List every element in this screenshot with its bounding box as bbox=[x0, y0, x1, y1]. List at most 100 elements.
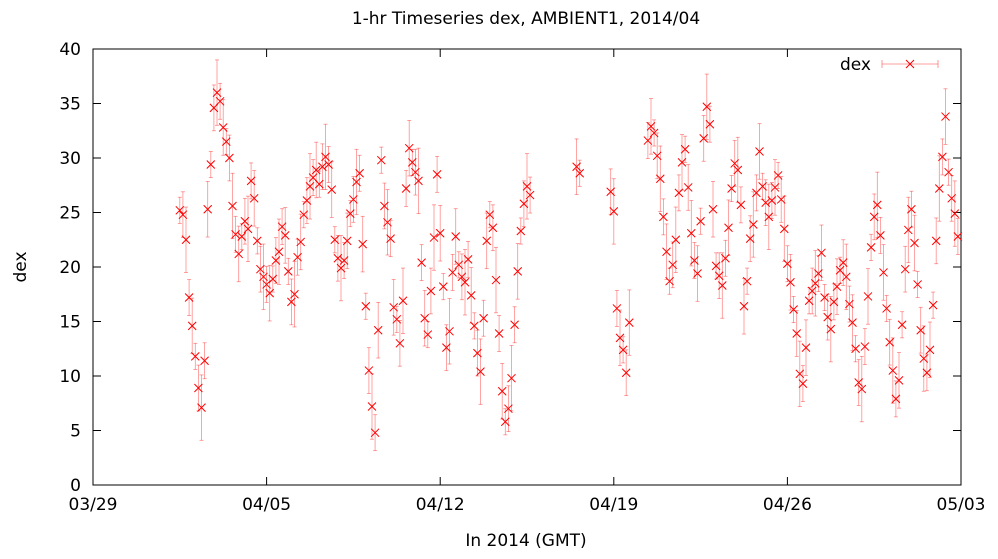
data-point bbox=[683, 164, 693, 211]
x-marker-stroke bbox=[358, 239, 368, 249]
x-marker bbox=[897, 320, 907, 330]
x-marker bbox=[838, 258, 848, 267]
x-marker-stroke bbox=[432, 169, 442, 179]
x-marker bbox=[435, 228, 445, 238]
x-marker-stroke bbox=[203, 204, 213, 214]
x-marker-stroke bbox=[711, 261, 721, 271]
data-point bbox=[302, 177, 312, 224]
x-marker bbox=[767, 196, 777, 205]
x-marker bbox=[845, 299, 854, 309]
legend-marker-stroke bbox=[905, 59, 915, 69]
x-marker bbox=[677, 158, 687, 167]
data-point bbox=[389, 279, 399, 336]
x-marker bbox=[342, 236, 352, 246]
data-point bbox=[448, 254, 457, 291]
x-marker-stroke bbox=[376, 155, 386, 165]
x-marker bbox=[321, 152, 330, 162]
x-marker-stroke bbox=[321, 152, 330, 162]
x-marker-stroke bbox=[662, 247, 671, 257]
x-marker-stroke bbox=[352, 177, 361, 187]
x-marker-stroke bbox=[659, 212, 668, 222]
data-point bbox=[900, 245, 910, 293]
x-marker-stroke bbox=[435, 228, 445, 238]
x-marker-stroke bbox=[854, 378, 864, 387]
data-point bbox=[646, 98, 656, 155]
y-tick-label: 30 bbox=[59, 149, 81, 169]
x-marker-stroke bbox=[941, 112, 950, 121]
x-marker-stroke bbox=[268, 274, 278, 284]
x-marker bbox=[296, 237, 306, 247]
x-marker bbox=[690, 256, 699, 265]
data-point bbox=[318, 143, 327, 191]
x-marker bbox=[789, 305, 798, 314]
x-marker bbox=[683, 183, 693, 192]
x-marker bbox=[655, 174, 665, 184]
x-marker bbox=[944, 167, 953, 177]
x-marker bbox=[401, 184, 411, 193]
x-marker-stroke bbox=[451, 232, 461, 241]
x-marker bbox=[910, 238, 919, 248]
x-marker-stroke bbox=[885, 337, 895, 347]
x-marker-stroke bbox=[345, 209, 355, 218]
data-point bbox=[361, 292, 371, 320]
x-marker-stroke bbox=[652, 151, 662, 161]
data-point bbox=[426, 267, 436, 315]
x-marker-stroke bbox=[423, 330, 433, 339]
x-marker bbox=[612, 304, 622, 313]
data-point bbox=[184, 279, 194, 316]
x-marker bbox=[680, 144, 690, 154]
data-point bbox=[690, 242, 699, 279]
x-marker-stroke bbox=[655, 174, 665, 184]
legend-label-dex: dex bbox=[840, 55, 871, 75]
data-point bbox=[259, 243, 268, 310]
x-marker bbox=[730, 159, 740, 168]
data-point bbox=[686, 200, 696, 267]
x-marker-stroke bbox=[510, 320, 519, 330]
x-marker-stroke bbox=[733, 165, 743, 175]
x-marker bbox=[175, 205, 185, 215]
x-marker bbox=[181, 235, 191, 245]
data-point bbox=[463, 240, 473, 278]
x-marker-stroke bbox=[758, 181, 767, 191]
x-marker bbox=[448, 268, 457, 277]
data-point bbox=[866, 233, 876, 261]
x-marker-stroke bbox=[891, 394, 901, 404]
data-point bbox=[919, 325, 929, 392]
data-point bbox=[748, 191, 758, 258]
data-point bbox=[655, 145, 665, 212]
x-marker bbox=[265, 288, 275, 298]
x-marker bbox=[748, 220, 758, 229]
data-point bbox=[355, 154, 364, 192]
x-marker-stroke bbox=[764, 212, 774, 222]
x-marker bbox=[606, 187, 616, 197]
x-marker-stroke bbox=[349, 195, 358, 204]
x-marker-stroke bbox=[897, 320, 907, 330]
x-marker-stroke bbox=[181, 235, 191, 245]
data-point bbox=[941, 88, 950, 145]
x-marker-stroke bbox=[848, 318, 857, 327]
x-marker-stroke bbox=[770, 183, 780, 192]
data-point bbox=[525, 176, 535, 214]
data-point bbox=[928, 291, 938, 319]
x-marker bbox=[380, 201, 389, 211]
x-marker bbox=[277, 222, 287, 232]
data-point bbox=[190, 342, 200, 370]
x-marker-stroke bbox=[919, 354, 929, 363]
x-marker-stroke bbox=[302, 196, 312, 205]
x-marker bbox=[727, 184, 736, 193]
x-marker-stroke bbox=[745, 234, 755, 244]
legend-key-dex bbox=[881, 59, 939, 69]
x-marker bbox=[271, 256, 281, 265]
x-marker bbox=[525, 190, 535, 200]
data-point bbox=[841, 243, 851, 310]
x-marker bbox=[488, 223, 498, 233]
x-marker bbox=[646, 122, 656, 131]
x-marker bbox=[324, 160, 333, 169]
x-marker-stroke bbox=[479, 313, 488, 323]
data-point bbox=[181, 206, 191, 273]
x-marker-stroke bbox=[215, 96, 225, 106]
x-marker bbox=[491, 275, 501, 285]
x-marker-stroke bbox=[724, 223, 733, 233]
data-point bbox=[178, 191, 188, 238]
